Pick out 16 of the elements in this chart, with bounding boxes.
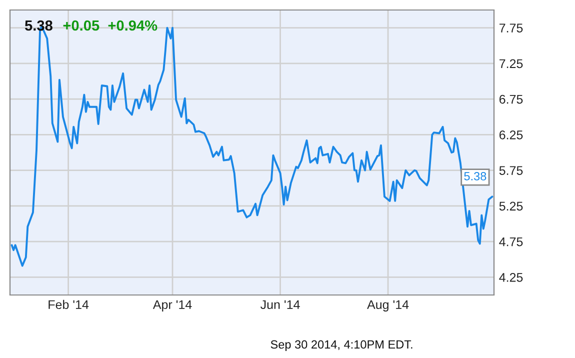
text: +0.05 +0.94%: [63, 20, 158, 31]
y-tick-label: 6.75: [499, 94, 523, 104]
y-tick-label: 6.25: [499, 130, 523, 140]
x-tick-label: Aug '14: [367, 300, 409, 312]
text: Sep 30 2014, 4:10PM EDT.: [270, 340, 412, 351]
y-tick-label: 4.75: [499, 237, 523, 246]
x-tick-label: Jun '14: [260, 300, 300, 310]
annotation: 5.38: [464, 172, 486, 180]
y-tick-label: 5.75: [499, 166, 523, 175]
y-tick-label: 7.25: [500, 59, 523, 68]
y-tick-label: 4.25: [499, 272, 523, 282]
y-tick-label: 7.75: [500, 24, 523, 32]
x-tick-label: Apr '14: [152, 300, 192, 312]
y-tick-label: 5.25: [499, 202, 523, 211]
text: 5.38: [24, 20, 52, 31]
x-tick-label: Feb '14: [48, 300, 89, 310]
